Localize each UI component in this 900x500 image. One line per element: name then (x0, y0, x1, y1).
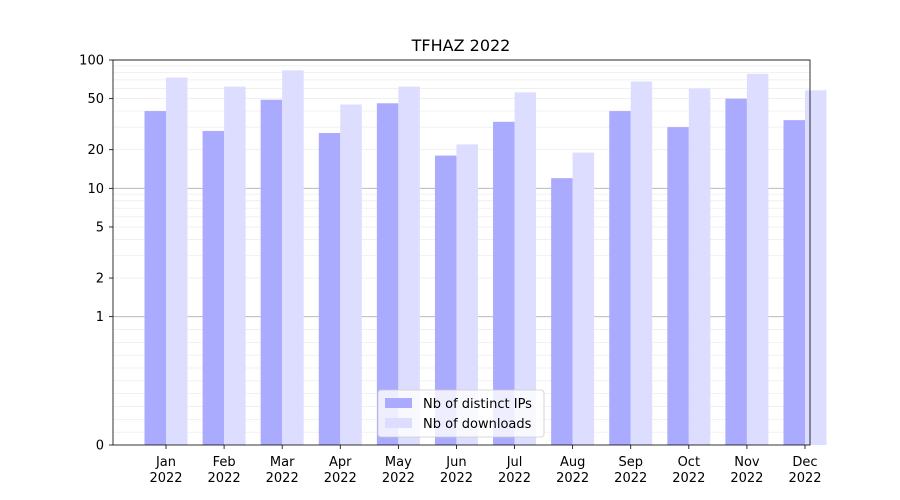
x-tick-label-month: Sep (618, 455, 643, 470)
x-tick-label-year: 2022 (672, 471, 705, 486)
x-tick-label-month: Mar (270, 455, 295, 470)
legend-swatch (385, 398, 412, 408)
x-tick-label-month: Jan (155, 455, 176, 470)
x-tick-label-month: Dec (792, 455, 817, 470)
legend: Nb of distinct IPs Nb of downloads (377, 389, 545, 438)
y-tick-label: 2 (96, 272, 104, 287)
bar-distinct-ips (434, 155, 457, 445)
x-tick-label-month: Aug (560, 455, 585, 470)
plot-frame (112, 59, 811, 446)
x-tick-label-year: 2022 (382, 471, 415, 486)
bar-distinct-ips (202, 130, 225, 445)
bar-distinct-ips (376, 103, 399, 445)
y-tick-label: 0 (96, 439, 104, 454)
x-tick-label-year: 2022 (498, 471, 531, 486)
bar-distinct-ips (260, 99, 283, 445)
chart-title: TFHAZ 2022 (411, 36, 511, 55)
x-tick-label-year: 2022 (440, 471, 473, 486)
y-tick-label: 100 (79, 54, 104, 69)
legend-label: Nb of distinct IPs (423, 397, 532, 412)
axes: Jan2022Feb2022Mar2022Apr2022May2022Jun20… (79, 54, 821, 487)
y-tick-label: 50 (87, 92, 104, 107)
x-tick-label-year: 2022 (208, 471, 241, 486)
bar-downloads (805, 90, 827, 445)
bar-distinct-ips (609, 111, 631, 445)
bar-distinct-ips (667, 127, 689, 445)
x-tick-label-year: 2022 (149, 471, 182, 486)
bars (144, 70, 827, 446)
x-tick-label-year: 2022 (788, 471, 821, 486)
bar-distinct-ips (318, 132, 341, 446)
y-tick-label: 5 (96, 220, 104, 235)
bar-distinct-ips (725, 98, 747, 446)
x-tick-label-year: 2022 (556, 471, 589, 486)
bar-distinct-ips (493, 121, 515, 445)
x-tick-label-year: 2022 (730, 471, 763, 486)
x-tick-label-year: 2022 (614, 471, 647, 486)
x-tick-label-year: 2022 (266, 471, 299, 486)
bar-downloads (282, 70, 304, 445)
x-tick-label-month: Jun (445, 455, 466, 470)
legend-swatch (385, 418, 412, 428)
bar-downloads (224, 86, 246, 445)
bar-downloads (514, 92, 537, 446)
x-tick-label-year: 2022 (324, 471, 357, 486)
legend-box (377, 389, 545, 438)
x-tick-label-month: Nov (734, 455, 760, 470)
y-tick-label: 20 (87, 143, 104, 158)
bar-downloads (630, 81, 653, 445)
bar-downloads (456, 144, 478, 445)
legend-label: Nb of downloads (423, 417, 532, 432)
x-tick-label-month: Jul (506, 455, 523, 470)
bar-downloads (688, 88, 711, 446)
x-tick-label-month: May (385, 455, 412, 470)
bar-downloads (340, 104, 362, 445)
bar-distinct-ips (551, 178, 573, 445)
x-tick-label-month: Apr (329, 455, 352, 470)
bar-downloads (572, 152, 595, 446)
x-tick-label-month: Oct (678, 455, 700, 470)
x-tick-label-month: Feb (213, 455, 236, 470)
y-tick-label: 10 (87, 182, 104, 197)
bar-downloads (166, 77, 188, 446)
bar-distinct-ips (144, 111, 166, 445)
bar-downloads (398, 86, 420, 445)
bar-downloads (746, 73, 769, 445)
y-tick-label: 1 (96, 310, 104, 325)
bar-distinct-ips (783, 120, 805, 446)
